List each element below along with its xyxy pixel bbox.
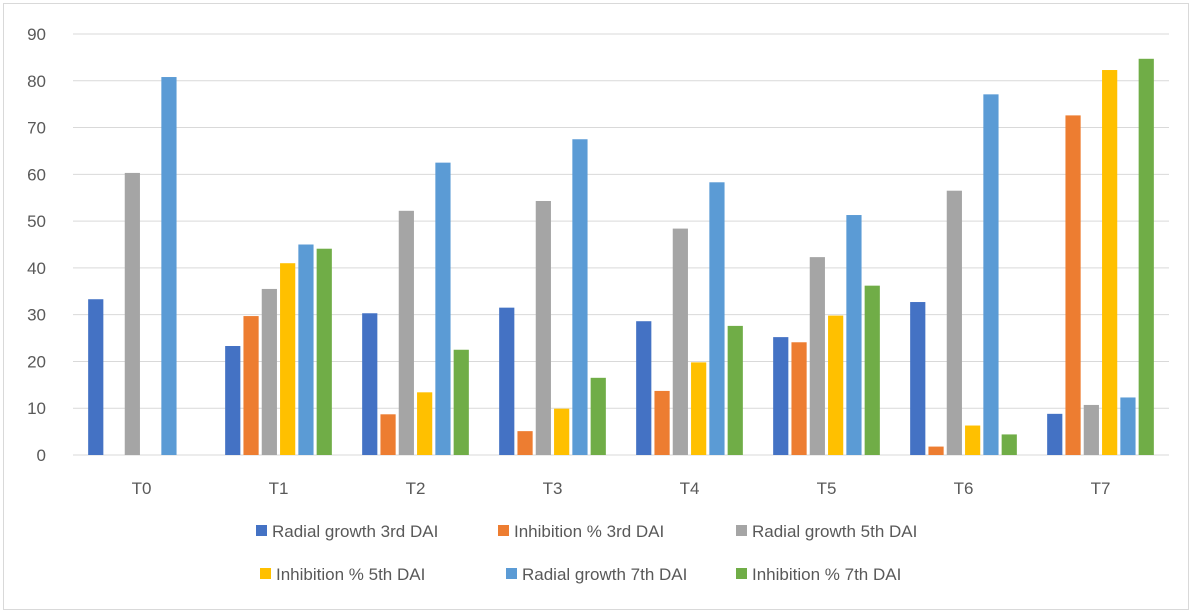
bar-t2-series-6 xyxy=(453,349,469,455)
bar-t4-series-3 xyxy=(672,228,688,455)
legend-swatch-2 xyxy=(498,525,509,536)
bar-t1-series-1 xyxy=(225,346,241,455)
x-tick-label-t1: T1 xyxy=(269,479,289,498)
bar-t6-series-5 xyxy=(983,94,999,456)
bar-t2-series-3 xyxy=(398,210,414,455)
legend-swatch-1 xyxy=(256,525,267,536)
bar-t4-series-5 xyxy=(709,182,725,455)
bar-t0-series-5 xyxy=(161,77,177,455)
bar-t4-series-2 xyxy=(654,390,670,455)
x-tick-label-t6: T6 xyxy=(954,479,974,498)
legend-label-2: Inhibition % 3rd DAI xyxy=(514,522,664,541)
bar-t2-series-4 xyxy=(417,392,433,455)
y-tick-label: 20 xyxy=(27,352,46,371)
legend-swatch-4 xyxy=(260,568,271,579)
y-tick-label: 0 xyxy=(37,446,46,465)
bar-t7-series-5 xyxy=(1120,397,1136,455)
bar-t0-series-3 xyxy=(124,172,140,455)
bar-t5-series-4 xyxy=(828,315,844,455)
bar-t3-series-1 xyxy=(499,307,515,455)
bar-t7-series-4 xyxy=(1102,70,1118,455)
y-tick-label: 80 xyxy=(27,72,46,91)
x-tick-label-t7: T7 xyxy=(1091,479,1111,498)
y-tick-label: 90 xyxy=(27,25,46,44)
bar-t5-series-3 xyxy=(809,257,825,455)
bar-t7-series-3 xyxy=(1083,404,1099,455)
x-tick-label-t3: T3 xyxy=(543,479,563,498)
bar-t3-series-4 xyxy=(554,408,570,455)
y-tick-label: 50 xyxy=(27,212,46,231)
bars xyxy=(88,58,1154,456)
bar-t6-series-1 xyxy=(910,302,926,455)
bar-t3-series-2 xyxy=(517,431,533,455)
bar-chart: 0 10 20 30 40 50 60 70 80 90 T0 T1 T2 T3 T4 T5 T6 T7 Rad… xyxy=(27,25,1169,584)
bar-t1-series-2 xyxy=(243,316,259,455)
bar-t1-series-5 xyxy=(298,244,314,455)
legend-swatch-3 xyxy=(736,525,747,536)
bar-t2-series-1 xyxy=(362,313,378,455)
legend-label-6: Inhibition % 7th DAI xyxy=(752,565,901,584)
y-tick-label: 10 xyxy=(27,399,46,418)
bar-t0-series-1 xyxy=(88,299,104,455)
bar-t5-series-5 xyxy=(846,215,862,455)
bar-t5-series-2 xyxy=(791,342,807,455)
y-tick-label: 40 xyxy=(27,259,46,278)
bar-t4-series-6 xyxy=(727,325,743,455)
y-tick-label: 70 xyxy=(27,119,46,138)
bar-t6-series-2 xyxy=(928,446,944,455)
legend-swatch-6 xyxy=(736,568,747,579)
bar-t1-series-6 xyxy=(316,248,332,455)
bar-t7-series-6 xyxy=(1138,58,1154,455)
legend-label-1: Radial growth 3rd DAI xyxy=(272,522,438,541)
bar-t3-series-6 xyxy=(590,377,606,455)
x-tick-label-t4: T4 xyxy=(680,479,700,498)
bar-t7-series-2 xyxy=(1065,115,1081,455)
y-axis-tick-labels: 0 10 20 30 40 50 60 70 80 90 xyxy=(27,25,46,465)
legend-label-4: Inhibition % 5th DAI xyxy=(276,565,425,584)
y-tick-label: 60 xyxy=(27,165,46,184)
bar-t7-series-1 xyxy=(1047,413,1063,455)
bar-t4-series-1 xyxy=(636,321,652,455)
x-tick-label-t2: T2 xyxy=(406,479,426,498)
bar-t5-series-6 xyxy=(864,285,880,455)
bar-t2-series-2 xyxy=(380,414,396,455)
bar-t6-series-3 xyxy=(946,190,962,455)
chart-frame: 0 10 20 30 40 50 60 70 80 90 T0 T1 T2 T3 T4 T5 T6 T7 Rad… xyxy=(3,3,1189,610)
x-tick-label-t0: T0 xyxy=(132,479,152,498)
bar-t1-series-4 xyxy=(280,263,296,455)
bar-t4-series-4 xyxy=(691,362,707,455)
bar-t2-series-5 xyxy=(435,162,451,455)
y-tick-label: 30 xyxy=(27,306,46,325)
legend: Radial growth 3rd DAI Inhibition % 3rd DA… xyxy=(256,522,917,584)
bar-t3-series-5 xyxy=(572,139,588,455)
bar-t6-series-6 xyxy=(1001,434,1017,455)
x-tick-label-t5: T5 xyxy=(817,479,837,498)
x-axis-tick-labels: T0 T1 T2 T3 T4 T5 T6 T7 xyxy=(132,479,1111,498)
bar-t1-series-3 xyxy=(261,288,277,455)
bar-t3-series-3 xyxy=(535,200,551,455)
legend-label-3: Radial growth 5th DAI xyxy=(752,522,917,541)
legend-swatch-5 xyxy=(506,568,517,579)
bar-t6-series-4 xyxy=(965,425,981,455)
bar-t5-series-1 xyxy=(773,337,789,455)
legend-label-5: Radial growth 7th DAI xyxy=(522,565,687,584)
